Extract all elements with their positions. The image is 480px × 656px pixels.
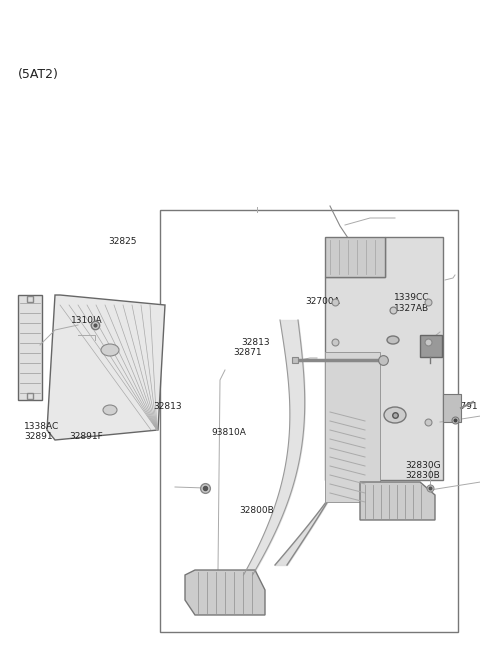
Text: 32891F: 32891F: [70, 432, 103, 441]
Text: 32891: 32891: [24, 432, 53, 441]
Text: 32825: 32825: [108, 237, 136, 246]
Text: 32830G: 32830G: [406, 461, 441, 470]
Bar: [325, 352, 380, 502]
Text: 32813: 32813: [241, 338, 270, 347]
Polygon shape: [360, 482, 435, 520]
Bar: [443, 394, 461, 422]
Polygon shape: [325, 237, 385, 277]
Text: 32700A: 32700A: [305, 297, 339, 306]
Text: 1339CC: 1339CC: [394, 293, 429, 302]
Text: 32871: 32871: [234, 348, 263, 358]
Text: 32813: 32813: [154, 402, 182, 411]
Bar: [420, 335, 442, 357]
Text: 32830B: 32830B: [406, 471, 440, 480]
Bar: [18, 295, 42, 400]
Text: 1338AC: 1338AC: [24, 422, 59, 431]
Polygon shape: [47, 295, 165, 440]
Text: 32791: 32791: [449, 402, 478, 411]
Bar: [160, 210, 458, 632]
Ellipse shape: [103, 405, 117, 415]
Text: 1327AB: 1327AB: [394, 304, 429, 313]
Polygon shape: [325, 237, 443, 480]
Ellipse shape: [387, 336, 399, 344]
Ellipse shape: [384, 407, 406, 423]
Polygon shape: [185, 570, 265, 615]
Text: 32800B: 32800B: [240, 506, 274, 515]
Text: (5AT2): (5AT2): [18, 68, 59, 81]
Text: 1310JA: 1310JA: [71, 316, 103, 325]
Ellipse shape: [101, 344, 119, 356]
Text: 93810A: 93810A: [211, 428, 246, 438]
